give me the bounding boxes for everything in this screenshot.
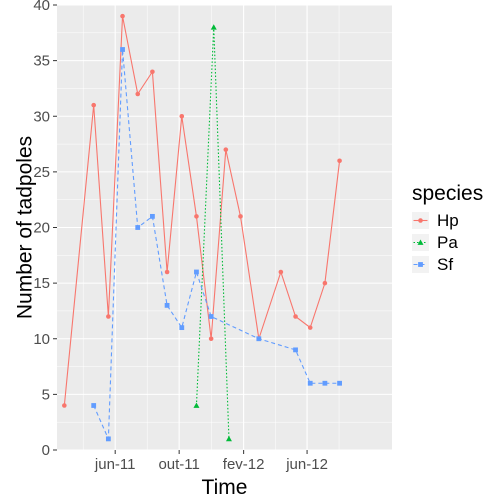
legend-item-sf: Sf: [412, 255, 453, 274]
y-tick-label: 20: [33, 220, 50, 237]
data-point-sf: [105, 436, 111, 442]
data-point-sf: [256, 336, 262, 342]
y-tick-label: 40: [33, 0, 50, 14]
legend-item-pa: Pa: [412, 233, 458, 252]
data-point-sf: [194, 269, 199, 275]
y-tick-label: 0: [42, 442, 50, 459]
data-point-sf: [91, 403, 97, 408]
data-point-hp: [135, 91, 141, 97]
y-tick-label: 30: [33, 108, 50, 125]
data-point-hp: [238, 214, 243, 219]
legend-keys: Hp Pa Sf: [412, 211, 459, 274]
data-point-hp: [106, 314, 111, 319]
y-tick-label: 25: [33, 164, 50, 181]
data-point-sf: [150, 213, 155, 219]
data-point-sf: [135, 225, 141, 230]
legend-title: species: [412, 182, 483, 205]
y-tick-label: 35: [33, 53, 50, 70]
series-sf: [91, 47, 342, 442]
data-point-sf: [307, 380, 313, 386]
legend-key-marker: [417, 239, 424, 245]
x-tick-label: fev-12: [223, 456, 265, 473]
legend-label: Pa: [437, 233, 458, 252]
y-axis-title: Number of tadpoles: [13, 136, 36, 319]
data-point-hp: [337, 158, 342, 164]
y-axis: 0 5 10 15 20 25 30 35 40: [33, 0, 57, 459]
data-point-sf: [322, 380, 328, 386]
legend-item-hp: Hp: [412, 211, 459, 230]
x-tick-label: jun-12: [285, 456, 328, 473]
x-axis: jun-11 out-11 fev-12 jun-12: [94, 450, 328, 473]
data-point-sf: [337, 380, 342, 386]
data-point-hp: [293, 314, 298, 319]
legend: species Hp Pa Sf: [412, 182, 483, 274]
data-point-sf: [179, 325, 185, 331]
data-point-hp: [179, 113, 185, 119]
y-tick-label: 10: [33, 331, 50, 348]
series-pa: [193, 24, 232, 442]
data-point-hp: [322, 280, 328, 286]
data-point-sf: [293, 347, 298, 353]
y-tick-label: 5: [42, 386, 50, 403]
data-point-pa: [193, 402, 200, 408]
series-layer: [62, 13, 342, 442]
data-point-sf: [164, 302, 170, 308]
legend-label: Sf: [437, 255, 453, 274]
series-line-hp: [63, 16, 341, 406]
data-point-hp: [208, 336, 214, 342]
data-point-pa: [225, 435, 232, 442]
data-point-hp: [150, 69, 155, 75]
data-point-hp: [120, 13, 125, 19]
data-point-hp: [194, 214, 199, 219]
x-tick-label: out-11: [158, 456, 199, 473]
data-point-hp: [278, 269, 284, 275]
data-point-sf: [208, 314, 214, 319]
series-hp: [62, 13, 342, 408]
data-point-hp: [223, 147, 229, 152]
legend-label: Hp: [437, 211, 459, 230]
legend-key-marker: [418, 262, 423, 267]
data-point-hp: [307, 325, 313, 330]
x-axis-title: Time: [202, 476, 248, 499]
data-point-hp: [62, 403, 67, 408]
data-point-hp: [164, 269, 170, 275]
data-point-hp: [91, 102, 96, 108]
data-point-pa: [210, 24, 217, 30]
legend-key-marker: [418, 218, 423, 223]
x-tick-label: jun-11: [94, 456, 136, 473]
y-tick-label: 15: [33, 275, 50, 292]
data-point-sf: [120, 47, 125, 52]
series-line-sf: [93, 49, 340, 440]
